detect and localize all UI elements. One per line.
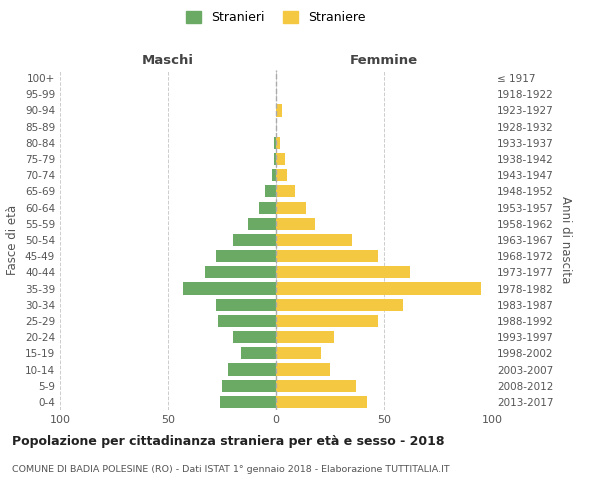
Bar bbox=[233, 234, 276, 246]
Bar bbox=[276, 282, 481, 294]
Bar bbox=[276, 315, 377, 327]
Bar bbox=[276, 396, 367, 408]
Y-axis label: Anni di nascita: Anni di nascita bbox=[559, 196, 572, 284]
Y-axis label: Fasce di età: Fasce di età bbox=[7, 205, 19, 275]
Bar bbox=[276, 169, 287, 181]
Bar bbox=[276, 266, 410, 278]
Bar bbox=[229, 364, 276, 376]
Bar bbox=[274, 137, 276, 149]
Bar bbox=[276, 137, 280, 149]
Bar bbox=[205, 266, 276, 278]
Bar bbox=[272, 169, 276, 181]
Bar bbox=[265, 186, 276, 198]
Text: COMUNE DI BADIA POLESINE (RO) - Dati ISTAT 1° gennaio 2018 - Elaborazione TUTTIT: COMUNE DI BADIA POLESINE (RO) - Dati IST… bbox=[12, 465, 449, 474]
Bar bbox=[276, 364, 330, 376]
Bar bbox=[276, 202, 306, 213]
Bar bbox=[259, 202, 276, 213]
Text: Maschi: Maschi bbox=[142, 54, 194, 67]
Bar bbox=[218, 315, 276, 327]
Bar bbox=[276, 186, 295, 198]
Bar bbox=[276, 218, 315, 230]
Bar bbox=[276, 298, 403, 311]
Legend: Stranieri, Straniere: Stranieri, Straniere bbox=[186, 11, 366, 24]
Bar bbox=[241, 348, 276, 360]
Text: Femmine: Femmine bbox=[350, 54, 418, 67]
Bar bbox=[233, 331, 276, 343]
Bar bbox=[222, 380, 276, 392]
Bar bbox=[276, 348, 322, 360]
Bar bbox=[248, 218, 276, 230]
Bar bbox=[276, 380, 356, 392]
Bar bbox=[215, 298, 276, 311]
Bar bbox=[220, 396, 276, 408]
Bar bbox=[276, 331, 334, 343]
Bar bbox=[276, 153, 284, 165]
Bar bbox=[276, 250, 377, 262]
Bar bbox=[183, 282, 276, 294]
Bar bbox=[276, 104, 283, 117]
Bar bbox=[215, 250, 276, 262]
Bar bbox=[274, 153, 276, 165]
Bar bbox=[276, 234, 352, 246]
Text: Popolazione per cittadinanza straniera per età e sesso - 2018: Popolazione per cittadinanza straniera p… bbox=[12, 435, 445, 448]
